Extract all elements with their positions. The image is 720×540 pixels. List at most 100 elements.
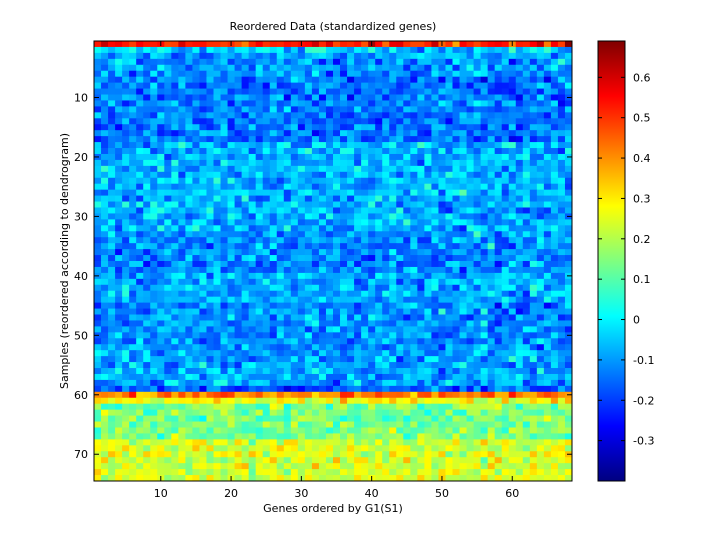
heatmap-cell — [452, 237, 460, 244]
heatmap-cell — [311, 118, 320, 125]
heatmap-cell — [213, 207, 221, 214]
heatmap-cell — [171, 475, 179, 482]
heatmap-cell — [262, 118, 271, 125]
heatmap-cell — [206, 100, 214, 107]
heatmap-cell — [354, 356, 362, 363]
heatmap-cell — [480, 136, 489, 143]
heatmap-cell — [227, 142, 235, 149]
heatmap-cell — [269, 326, 278, 333]
heatmap-cell — [206, 451, 214, 458]
heatmap-cell — [143, 463, 151, 470]
heatmap-cell — [178, 415, 186, 422]
heatmap-cell — [396, 302, 404, 309]
heatmap-cell — [206, 457, 214, 464]
heatmap-cell — [269, 261, 278, 268]
heatmap-cell — [276, 58, 285, 66]
heatmap-cell — [178, 225, 186, 232]
heatmap-cell — [143, 130, 151, 137]
heatmap-cell — [178, 64, 186, 72]
heatmap-cell — [185, 362, 193, 369]
heatmap-cell — [459, 124, 467, 131]
heatmap-cell — [276, 64, 285, 72]
heatmap-cell — [290, 142, 299, 149]
heatmap-cell — [213, 52, 221, 60]
heatmap-cell — [438, 201, 446, 208]
heatmap-cell — [325, 142, 334, 149]
heatmap-cell — [129, 130, 137, 137]
heatmap-cell — [543, 88, 552, 95]
heatmap-cell — [213, 112, 221, 119]
heatmap-cell — [473, 290, 482, 298]
heatmap-cell — [501, 219, 510, 226]
heatmap-cell — [101, 82, 109, 89]
heatmap-cell — [557, 100, 566, 107]
heatmap-cell — [262, 266, 271, 274]
heatmap-cell — [333, 195, 341, 202]
heatmap-cell — [375, 165, 383, 173]
heatmap-cell — [234, 201, 243, 208]
heatmap-cell — [557, 171, 566, 179]
heatmap-cell — [122, 165, 130, 173]
heatmap-cell — [459, 344, 467, 351]
heatmap-cell — [129, 385, 137, 393]
heatmap-cell — [143, 249, 151, 256]
heatmap-cell — [396, 100, 404, 107]
heatmap-cell — [164, 142, 172, 149]
heatmap-cell — [157, 314, 165, 321]
heatmap-cell — [248, 52, 257, 60]
heatmap-cell — [171, 142, 179, 149]
heatmap-cell — [143, 70, 151, 78]
heatmap-cell — [143, 314, 151, 321]
heatmap-cell — [185, 213, 193, 220]
heatmap-cell — [94, 136, 102, 143]
heatmap-cell — [171, 100, 179, 107]
heatmap-cell — [417, 463, 425, 470]
heatmap-cell — [227, 296, 235, 304]
heatmap-cell — [318, 451, 327, 458]
heatmap-cell — [311, 439, 320, 446]
heatmap-cell — [136, 237, 144, 244]
heatmap-cell — [129, 52, 137, 60]
heatmap-cell — [382, 52, 390, 60]
heatmap-cell — [290, 385, 299, 393]
heatmap-cell — [438, 130, 446, 137]
heatmap-cell — [276, 403, 285, 411]
heatmap-cell — [466, 439, 474, 446]
heatmap-cell — [129, 326, 137, 333]
heatmap-cell — [220, 290, 228, 298]
heatmap-cell — [94, 385, 102, 393]
heatmap-cell — [227, 70, 235, 78]
heatmap-cell — [213, 70, 221, 78]
heatmap-cell — [466, 338, 474, 345]
heatmap-cell — [389, 469, 397, 476]
heatmap-cell — [318, 189, 327, 196]
heatmap-cell — [255, 82, 264, 89]
heatmap-cell — [452, 261, 460, 268]
heatmap-cell — [143, 183, 151, 191]
heatmap-cell — [389, 409, 397, 416]
heatmap-cell — [143, 368, 151, 375]
heatmap-cell — [171, 350, 179, 357]
heatmap-cell — [459, 41, 467, 48]
heatmap-cell — [487, 439, 496, 446]
heatmap-cell — [311, 219, 320, 226]
heatmap-cell — [101, 261, 109, 268]
heatmap-cell — [403, 159, 411, 167]
heatmap-cell — [473, 457, 482, 464]
heatmap-cell — [480, 201, 489, 208]
heatmap-cell — [522, 445, 531, 452]
heatmap-cell — [136, 153, 144, 161]
heatmap-cell — [480, 415, 489, 422]
heatmap-cell — [424, 356, 432, 363]
heatmap-cell — [389, 338, 397, 345]
heatmap-cell — [157, 231, 165, 238]
heatmap-cell — [199, 326, 207, 333]
heatmap-cell — [431, 94, 439, 101]
heatmap-cell — [536, 159, 545, 167]
heatmap-cell — [424, 391, 432, 399]
heatmap-cell — [459, 469, 467, 476]
heatmap-cell — [241, 243, 250, 250]
heatmap-cell — [452, 243, 460, 250]
heatmap-cell — [347, 142, 355, 149]
heatmap-cell — [452, 457, 460, 464]
